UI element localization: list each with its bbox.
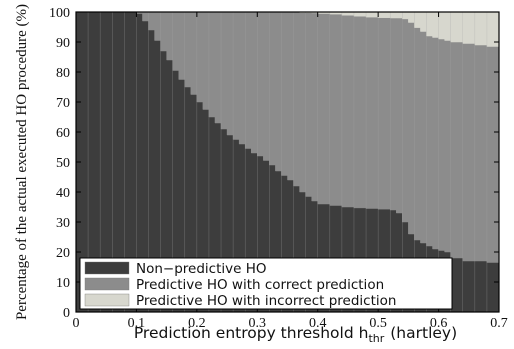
y-axis-label: Percentage of the actual executed HO pro… [14, 4, 30, 320]
legend-swatch [84, 293, 130, 307]
y-tick-label: 70 [56, 96, 70, 111]
y-tick-label: 80 [56, 66, 70, 81]
y-tick-label: 100 [49, 6, 70, 21]
y-tick-label: 60 [56, 126, 70, 141]
x-tick-label: 0 [73, 316, 80, 331]
x-tick-label: 0.2 [188, 316, 206, 331]
legend-swatch [84, 277, 130, 291]
y-tick-label: 40 [56, 186, 70, 201]
legend-label: Predictive HO with correct prediction [136, 277, 384, 293]
y-tick-label: 20 [56, 246, 70, 261]
legend-label: Predictive HO with incorrect prediction [136, 293, 396, 309]
y-tick-label: 50 [56, 156, 70, 171]
axis-ticks: 0 10 20 30 40 50 60 70 80 90 100 0 0.1 0.2 0.3 0.4 0.5 0.… [49, 6, 508, 331]
x-tick-label: 0.5 [369, 316, 387, 331]
legend-box [79, 257, 453, 310]
x-axis-label: Prediction entropy threshold hthr (hartle… [134, 324, 457, 345]
legend-swatch [84, 261, 130, 275]
legend-label: Non−predictive HO [136, 261, 267, 277]
x-axis-label-subscript: thr [368, 332, 384, 345]
x-tick-label: 0.7 [490, 316, 508, 331]
y-tick-label: 90 [56, 36, 70, 51]
x-tick-label: 0.6 [430, 316, 448, 331]
x-tick-label: 0.3 [249, 316, 267, 331]
x-axis-label-main: Prediction entropy threshold h [134, 324, 369, 342]
plot-area [75, 11, 500, 313]
x-tick-label: 0.1 [128, 316, 146, 331]
x-tick-label: 0.4 [309, 316, 327, 331]
y-tick-label: 30 [56, 216, 70, 231]
x-axis-label-unit: (hartley) [390, 324, 457, 342]
y-tick-label: 0 [63, 306, 70, 321]
y-tick-label: 10 [56, 276, 70, 291]
